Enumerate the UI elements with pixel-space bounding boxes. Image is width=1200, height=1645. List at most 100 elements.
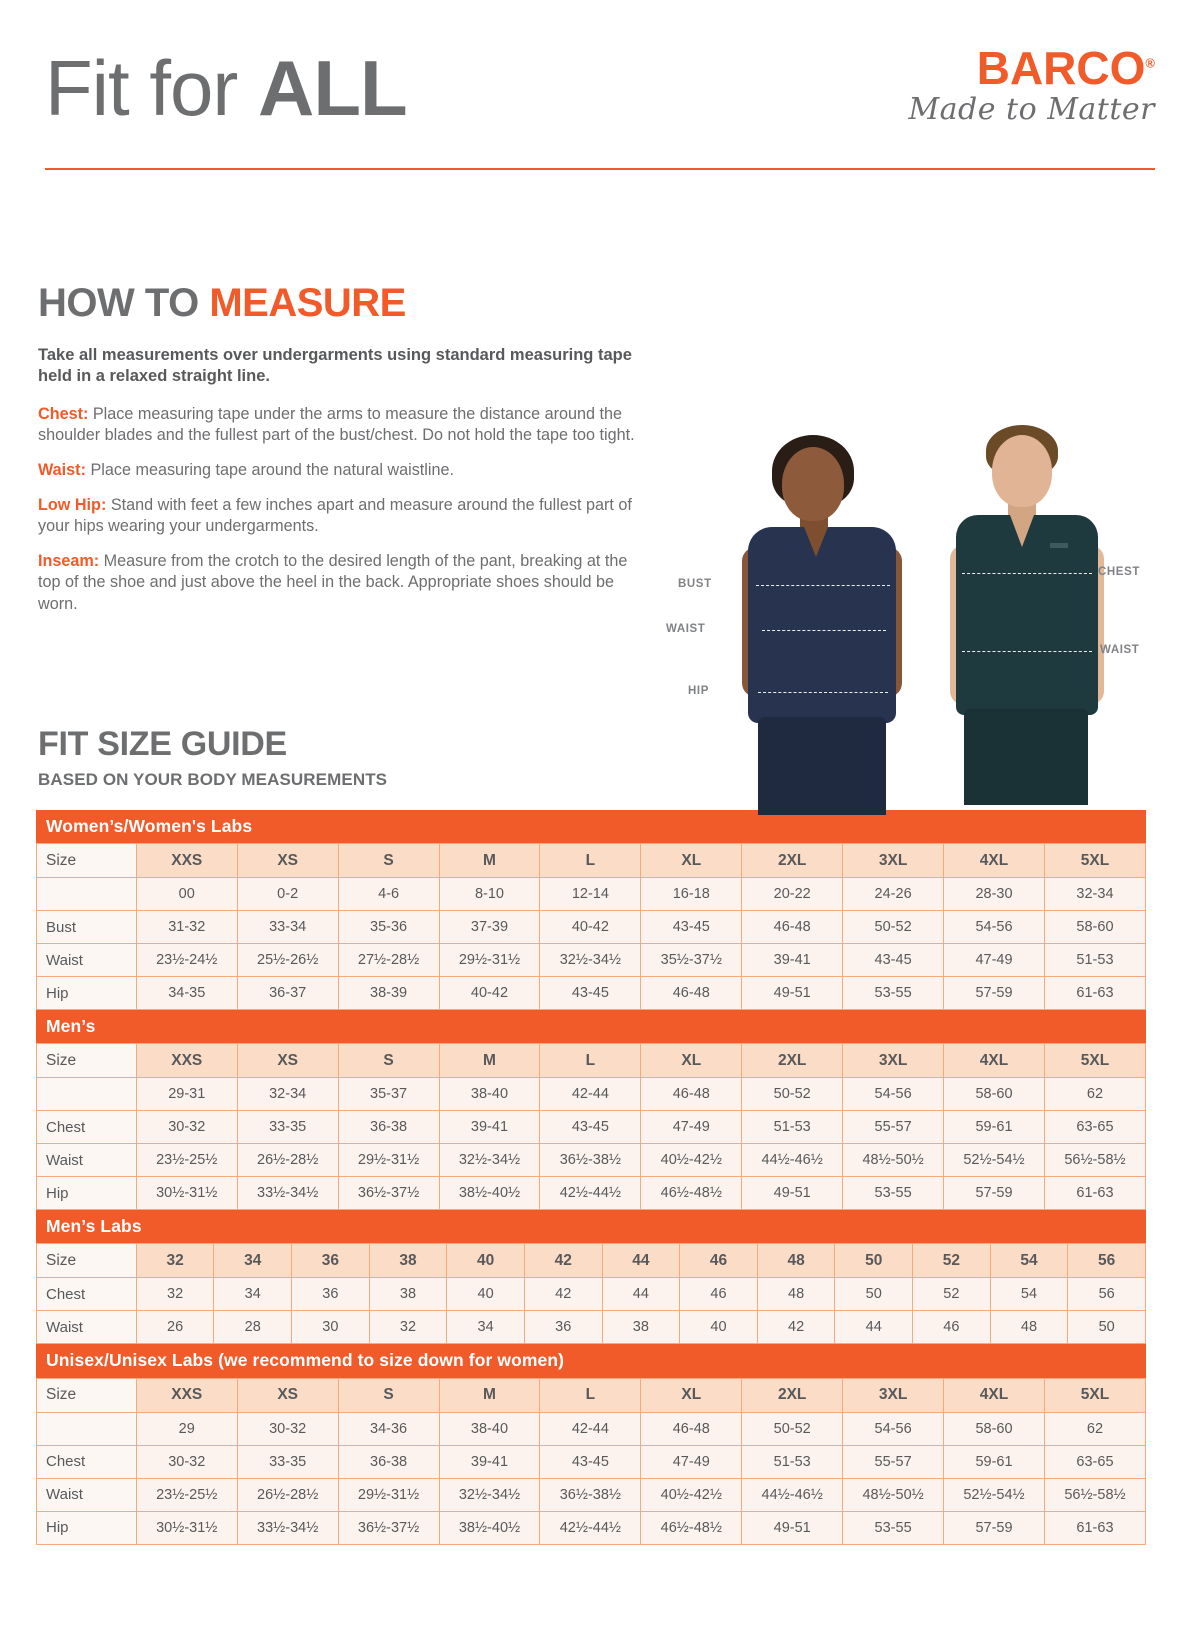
table-cell: 46: [679, 1277, 758, 1312]
table-cell: 38½-40½: [438, 1176, 541, 1211]
table-cell: 48: [989, 1310, 1069, 1345]
table-cell: 51-53: [741, 1444, 844, 1479]
column-header-cell: L: [539, 1043, 642, 1079]
column-header-cell: 32: [135, 1243, 215, 1279]
numeric-size-row: 29-31 32-34 35-37 38-40 42-44 46-48 50-52 54-56…: [36, 1077, 1147, 1112]
measure-intro-text: Take all measurements over undergarments…: [38, 346, 632, 386]
size-table: Size XXS XS S M L XL 2XL 3XL 4XL 5XL 29-31 32-34 35-3…: [36, 1043, 1147, 1211]
table-cell: 38-39: [337, 976, 440, 1011]
table-cell: 32: [368, 1310, 448, 1345]
column-header-cell: 42: [523, 1243, 603, 1279]
table-cell: 57-59: [943, 1176, 1045, 1211]
table-cell: 24-26: [842, 877, 945, 912]
table-cell: 56½-58½: [1043, 1143, 1147, 1178]
table-cell: 54-56: [842, 1077, 945, 1112]
row-label: Size: [36, 843, 137, 879]
size-table: Size 32 34 36 38 40 42 44 46 48 50 52 54 56 Chest 32 34 3…: [36, 1243, 1146, 1345]
table-cell: 30-32: [236, 1411, 339, 1446]
table-cell: 49-51: [741, 1176, 844, 1211]
table-cell: 40-42: [539, 910, 642, 945]
table-cell: 40½-42½: [640, 1477, 743, 1512]
measure-term-low-hip: Low Hip:: [38, 495, 107, 514]
logo-tagline: Made to Matter: [908, 92, 1155, 127]
table-cell: 59-61: [943, 1444, 1045, 1479]
table-cell: 42-44: [539, 1077, 642, 1112]
table-cell: 56½-58½: [1043, 1477, 1147, 1512]
table-cell: 30-32: [135, 1110, 238, 1145]
table-cell: 50-52: [842, 910, 945, 945]
table-cell: 30: [291, 1310, 370, 1345]
table-cell: 37-39: [438, 910, 541, 945]
table-cell: 34: [446, 1310, 525, 1345]
row-label-empty: [36, 877, 137, 912]
table-cell: 39-41: [438, 1110, 541, 1145]
column-header-cell: XL: [640, 1377, 743, 1413]
column-header-cell: 4XL: [943, 843, 1045, 879]
column-header-cell: XL: [640, 843, 743, 879]
row-label: Chest: [36, 1444, 137, 1479]
column-header-cell: 46: [679, 1243, 758, 1279]
column-header-cell: XS: [236, 1377, 339, 1413]
table-cell: 40½-42½: [640, 1143, 743, 1178]
column-header-cell: S: [337, 843, 440, 879]
table-cell: 51-53: [741, 1110, 844, 1145]
column-header-cell: 2XL: [741, 1043, 844, 1079]
column-header-cell: XS: [236, 1043, 339, 1079]
table-cell: 40: [679, 1310, 758, 1345]
table-cell: 58-60: [1043, 910, 1147, 945]
table-cell: 33-35: [236, 1444, 339, 1479]
table-cell: 46½-48½: [640, 1510, 743, 1545]
heading-accent-part: MEASURE: [209, 281, 406, 325]
table-cell: 0-2: [236, 877, 339, 912]
numeric-size-row: 29 30-32 34-36 38-40 42-44 46-48 50-52 54-56 58-…: [36, 1411, 1147, 1446]
column-header-cell: 5XL: [1043, 843, 1147, 879]
logo-wordmark-text: BARCO: [976, 42, 1146, 94]
male-scrub-top: [956, 515, 1098, 715]
column-header-cell: M: [438, 843, 541, 879]
male-waist-measure-line: [962, 651, 1092, 652]
fit-size-guide-subheading: BASED ON YOUR BODY MEASUREMENTS: [38, 770, 388, 789]
column-header-cell: 3XL: [842, 1043, 945, 1079]
table-cell: 26½-28½: [236, 1143, 339, 1178]
table-cell: 49-51: [741, 1510, 844, 1545]
table-cell: 32-34: [236, 1077, 339, 1112]
table-cell: 34-36: [337, 1411, 440, 1446]
measure-desc-low-hip: Stand with feet a few inches apart and m…: [38, 495, 632, 536]
table-cell: 23½-25½: [135, 1477, 238, 1512]
column-header-cell: XXS: [135, 1377, 238, 1413]
table-cell: 50-52: [741, 1077, 844, 1112]
table-cell: 29½-31½: [337, 1143, 440, 1178]
table-cell: 38-40: [438, 1411, 541, 1446]
female-scrub-pants: [758, 717, 886, 815]
column-header-cell: S: [337, 1377, 440, 1413]
table-cell: 58-60: [943, 1411, 1045, 1446]
column-header-cell: 52: [912, 1243, 991, 1279]
table-cell: 43-45: [539, 976, 642, 1011]
table-cell: 59-61: [943, 1110, 1045, 1145]
table-cell: 54-56: [943, 910, 1045, 945]
table-header-row: Size XXS XS S M L XL 2XL 3XL 4XL 5XL: [36, 1377, 1147, 1413]
column-header-cell: XL: [640, 1043, 743, 1079]
table-cell: 50: [1067, 1310, 1146, 1345]
measure-item-chest: Chest: Place measuring tape under the ar…: [38, 404, 638, 447]
table-cell: 44: [834, 1310, 914, 1345]
row-label: Size: [36, 1377, 137, 1413]
measure-item-low-hip: Low Hip: Stand with feet a few inches ap…: [38, 495, 638, 538]
table-cell: 39-41: [438, 1444, 541, 1479]
table-cell: 46-48: [640, 1411, 743, 1446]
table-cell: 46½-48½: [640, 1176, 743, 1211]
row-label: Chest: [36, 1277, 137, 1312]
table-cell: 50-52: [741, 1411, 844, 1446]
row-label: Waist: [36, 943, 137, 978]
table-cell: 38-40: [438, 1077, 541, 1112]
table-cell: 63-65: [1043, 1110, 1147, 1145]
column-header-cell: M: [438, 1043, 541, 1079]
chest-label: CHEST: [1098, 566, 1140, 578]
column-header-cell: 3XL: [842, 843, 945, 879]
measure-item-inseam: Inseam: Measure from the crotch to the d…: [38, 551, 638, 616]
table-cell: 36½-38½: [539, 1143, 642, 1178]
measure-desc-inseam: Measure from the crotch to the desired l…: [38, 551, 628, 613]
table-cell: 25½-26½: [236, 943, 339, 978]
table-cell: 34: [213, 1277, 293, 1312]
female-model-figure: BUST WAIST HIP: [666, 435, 920, 815]
